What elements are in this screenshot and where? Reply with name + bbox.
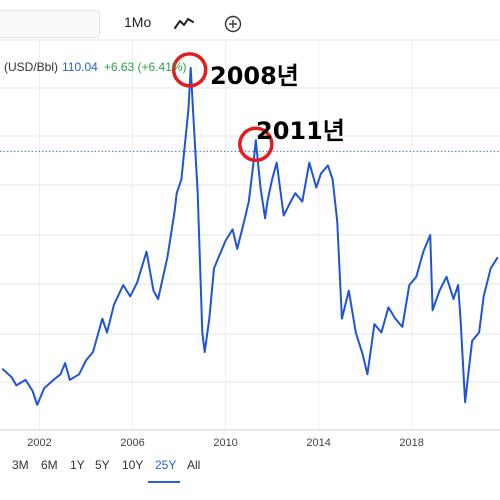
quote-price: 110.04 — [62, 60, 98, 74]
range-5y[interactable]: 5Y — [95, 458, 110, 472]
x-tick-label: 2006 — [120, 437, 144, 449]
add-circle-icon[interactable] — [224, 15, 242, 38]
quote-change: +6.63 (+6.41%) — [103, 60, 187, 74]
series-line — [1, 66, 499, 406]
symbol-search-input[interactable] — [0, 10, 100, 38]
range-6m[interactable]: 6M — [41, 458, 58, 472]
annotation-2011: 2011년 — [256, 117, 345, 145]
range-10y[interactable]: 10Y — [122, 458, 144, 472]
x-tick-label: 2018 — [399, 437, 423, 449]
range-all[interactable]: All — [187, 458, 201, 472]
range-25y[interactable]: 25Y — [155, 458, 177, 472]
range-selector: 3M 6M 1Y 5Y 10Y 25Y All — [0, 454, 500, 484]
x-axis-ticks: 2002 2006 2010 2014 2018 — [27, 437, 424, 449]
x-tick-label: 2002 — [27, 437, 51, 449]
quote-symbol-unit: (USD/Bbl) — [4, 60, 59, 74]
highlight-circle-2011 — [238, 126, 274, 163]
x-tick-label: 2010 — [213, 437, 237, 449]
interval-selector[interactable]: 1Mo — [124, 14, 152, 30]
range-3m[interactable]: 3M — [12, 458, 29, 472]
annotation-2008: 2008년 — [210, 62, 299, 90]
highlight-circle-2008 — [171, 52, 208, 88]
range-1y[interactable]: 1Y — [70, 458, 85, 472]
chart-gridlines — [0, 39, 500, 431]
quote-header: (USD/Bbl) 110.04 +6.63 (+6.41%) — [4, 60, 187, 74]
x-tick-label: 2014 — [306, 437, 330, 449]
active-range-indicator — [148, 481, 180, 483]
line-chart-icon[interactable] — [174, 15, 194, 36]
